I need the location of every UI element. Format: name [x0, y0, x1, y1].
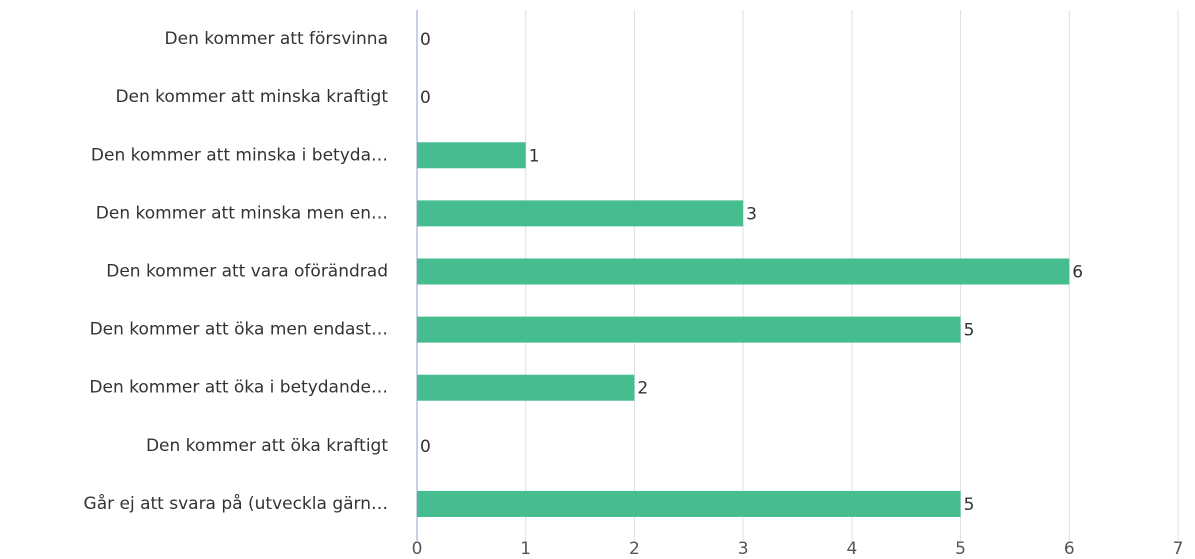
value-label: 0	[420, 88, 431, 108]
value-label: 6	[1072, 263, 1083, 283]
y-tick-label: Den kommer att vara oförändrad	[106, 262, 388, 282]
x-tick-label: 2	[629, 539, 640, 559]
value-label: 1	[529, 146, 540, 166]
bar	[417, 316, 961, 343]
value-label: 3	[746, 204, 757, 224]
y-tick-label: Den kommer att minska men en…	[96, 203, 388, 223]
bar	[417, 258, 1070, 285]
value-label: 0	[420, 30, 431, 50]
x-tick-label: 6	[1064, 539, 1075, 559]
bar	[417, 374, 635, 401]
x-tick-label: 0	[412, 539, 423, 559]
value-label: 2	[637, 379, 648, 399]
y-tick-label: Den kommer att öka i betydande…	[89, 378, 388, 398]
y-tick-label: Den kommer att försvinna	[165, 29, 388, 49]
value-label: 5	[964, 321, 975, 341]
bar	[417, 200, 744, 227]
bar	[417, 490, 961, 517]
x-tick-label: 7	[1173, 539, 1184, 559]
y-tick-label: Går ej att svara på (utveckla gärn…	[84, 493, 388, 514]
x-tick-label: 1	[520, 539, 531, 559]
bar	[417, 142, 526, 169]
value-label: 5	[964, 495, 975, 515]
y-tick-label: Den kommer att minska kraftigt	[115, 87, 388, 107]
x-tick-label: 3	[738, 539, 749, 559]
x-tick-label: 5	[955, 539, 966, 559]
y-tick-label: Den kommer att öka men endast…	[90, 320, 388, 340]
x-tick-label: 4	[846, 539, 857, 559]
y-tick-label: Den kommer att öka kraftigt	[146, 436, 388, 456]
value-label: 0	[420, 437, 431, 457]
y-tick-label: Den kommer att minska i betyda…	[91, 145, 388, 165]
